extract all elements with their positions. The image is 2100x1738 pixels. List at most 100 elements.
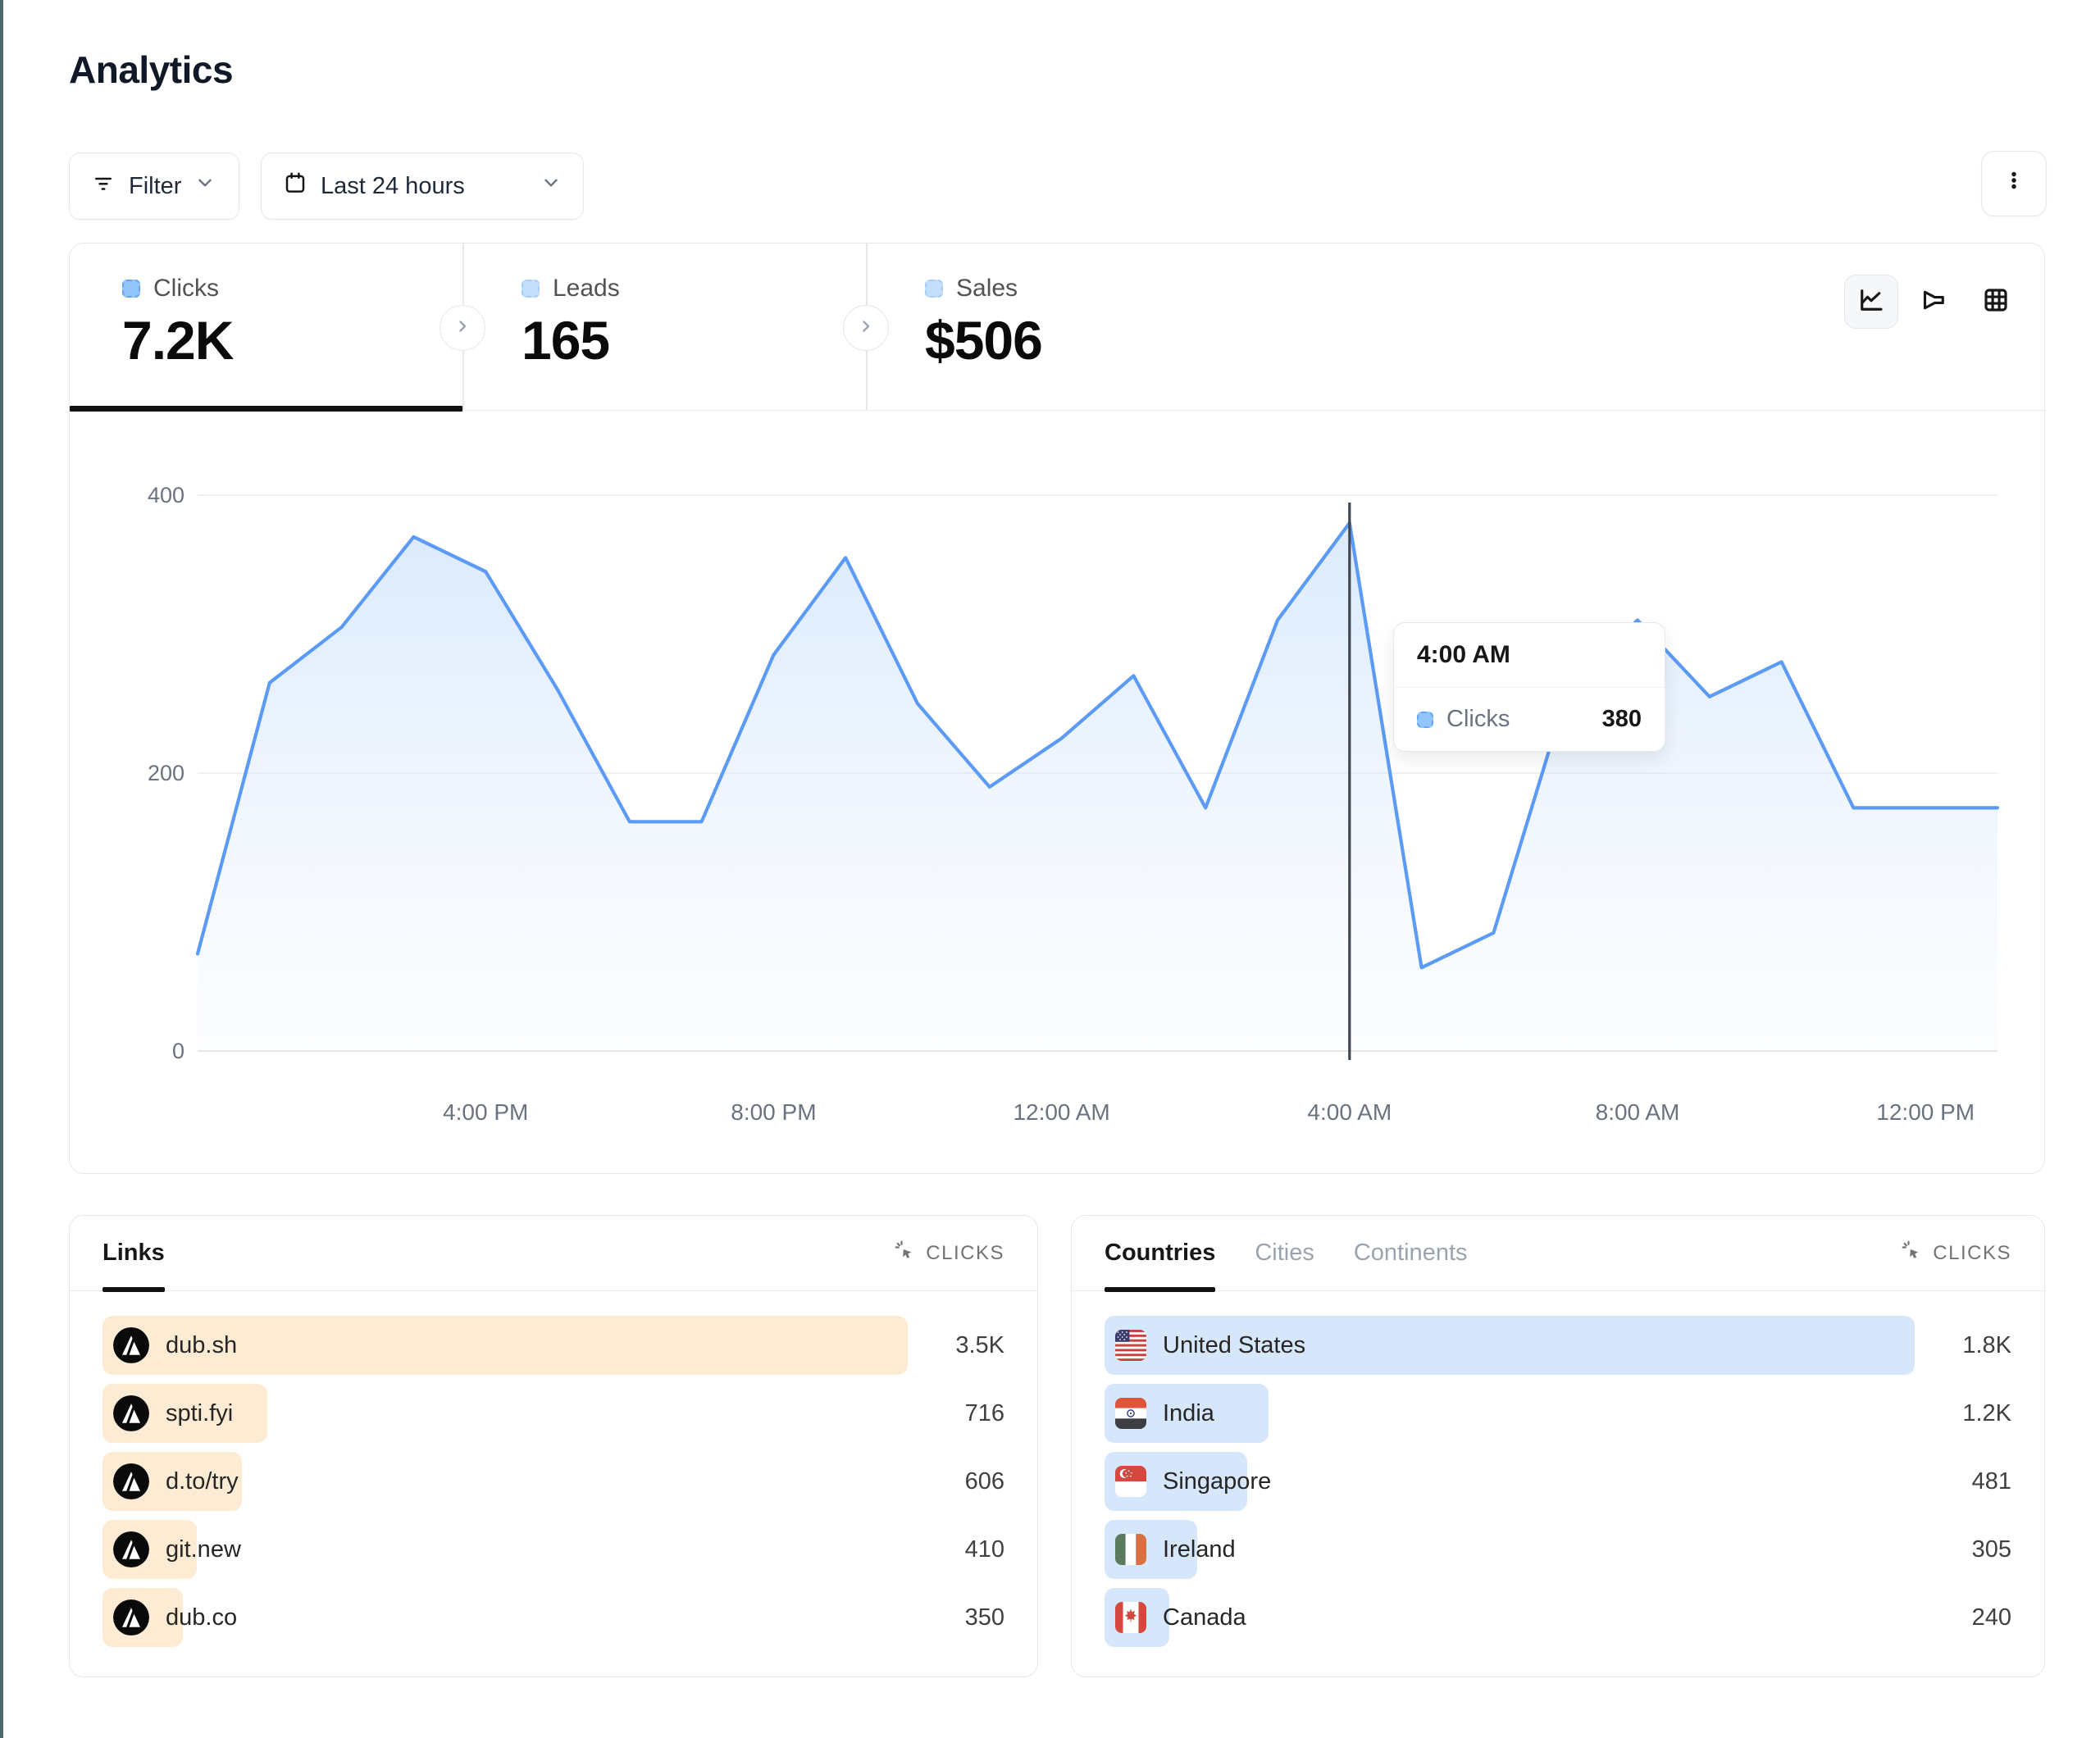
country-row[interactable]: Ireland 305 [1105, 1520, 2011, 1579]
tab-label: Cities [1255, 1240, 1314, 1266]
tab-links[interactable]: Links [102, 1216, 165, 1292]
link-bar [102, 1316, 908, 1375]
tooltip-legend-swatch [1417, 711, 1433, 728]
leads-legend-swatch [522, 280, 540, 298]
link-row[interactable]: dub.sh 3.5K [102, 1316, 1004, 1375]
country-row[interactable]: Singapore 481 [1105, 1452, 2011, 1511]
dub-logo-icon [113, 1327, 149, 1363]
active-tab-underline [70, 406, 462, 412]
link-row[interactable]: dub.co 350 [102, 1588, 1004, 1647]
stats-row: Clicks 7.2K Leads 165 Sales $506 [70, 243, 2044, 412]
links-panel-header: Links CLICKS [70, 1216, 1037, 1292]
filter-button-label: Filter [129, 172, 182, 199]
country-name: Singapore [1163, 1467, 1272, 1495]
cursor-click-icon [1900, 1239, 1923, 1267]
analytics-card: Clicks 7.2K Leads 165 Sales $506 [69, 243, 2045, 1174]
cursor-click-icon [893, 1239, 916, 1267]
funnel-chart-icon [1919, 285, 1948, 319]
country-clicks-value: 305 [1971, 1536, 2011, 1563]
link-name: dub.co [166, 1604, 238, 1631]
filter-icon [91, 171, 116, 202]
table-view-button[interactable] [1969, 275, 2023, 329]
tooltip-value: 380 [1601, 706, 1642, 732]
flag-icon-sg [1115, 1466, 1146, 1497]
link-clicks-value: 716 [964, 1399, 1004, 1426]
link-row[interactable]: spti.fyi 716 [102, 1384, 1004, 1443]
tab-sales[interactable]: Sales $506 [866, 243, 1358, 411]
country-name: Canada [1163, 1604, 1246, 1631]
line-chart-view-button[interactable] [1844, 275, 1898, 329]
y-axis-tick-label: 0 [172, 1039, 184, 1063]
country-clicks-value: 1.8K [1962, 1331, 2011, 1358]
chevron-down-icon [540, 172, 562, 200]
countries-list: United States 1.8K India 1.2K Singapore … [1072, 1291, 2044, 1647]
chart-type-switcher [1844, 275, 2023, 329]
tab-clicks[interactable]: Clicks 7.2K [70, 243, 462, 411]
y-axis-tick-label: 400 [148, 483, 184, 507]
link-row[interactable]: d.to/try 606 [102, 1452, 1004, 1511]
dub-logo-icon [113, 1599, 149, 1636]
links-metric-selector[interactable]: CLICKS [893, 1239, 1004, 1267]
country-name: Ireland [1163, 1536, 1236, 1563]
stat-label: Leads [553, 275, 620, 302]
tab-countries[interactable]: Countries [1105, 1216, 1216, 1292]
tab-leads[interactable]: Leads 165 [462, 243, 866, 411]
clicks-legend-swatch [122, 280, 140, 298]
tab-label: Countries [1105, 1240, 1216, 1266]
active-tab-underline [1105, 1287, 1216, 1292]
country-bar [1105, 1316, 1915, 1375]
countries-metric-label: CLICKS [1933, 1241, 2011, 1264]
chevron-right-icon [856, 316, 876, 340]
sales-legend-swatch [925, 280, 943, 298]
link-clicks-value: 3.5K [955, 1331, 1004, 1358]
countries-metric-selector[interactable]: CLICKS [1900, 1239, 2011, 1267]
tab-continents[interactable]: Continents [1354, 1216, 1468, 1290]
country-name: United States [1163, 1331, 1306, 1358]
tab-links-label: Links [102, 1240, 165, 1266]
flag-icon-in [1115, 1398, 1146, 1429]
chevron-down-icon [194, 172, 216, 200]
x-axis-tick-label: 4:00 PM [443, 1099, 528, 1125]
x-axis-tick-label: 8:00 PM [731, 1099, 816, 1125]
leads-value: 165 [522, 310, 610, 371]
flag-icon-ie [1115, 1534, 1146, 1565]
links-panel: Links CLICKS dub.sh 3.5K [69, 1215, 1038, 1677]
dub-logo-icon [113, 1395, 149, 1431]
country-clicks-value: 240 [1971, 1604, 2011, 1631]
date-range-button[interactable]: Last 24 hours [261, 152, 584, 220]
chart-area-fill [198, 522, 1998, 1051]
date-range-label: Last 24 hours [321, 172, 465, 199]
country-row[interactable]: United States 1.8K [1105, 1316, 2011, 1375]
left-edge-accent-strip [0, 0, 3, 1738]
country-row[interactable]: Canada 240 [1105, 1588, 2011, 1647]
next-metric-button[interactable] [440, 305, 485, 351]
flag-icon-ca [1115, 1602, 1146, 1633]
x-axis-tick-label: 4:00 AM [1307, 1099, 1392, 1125]
filter-button[interactable]: Filter [69, 152, 239, 220]
tab-label: Continents [1353, 1240, 1468, 1266]
funnel-view-button[interactable] [1906, 275, 1961, 329]
countries-panel: Countries Cities Continents CLICKS United … [1071, 1215, 2045, 1677]
countries-panel-header: Countries Cities Continents CLICKS [1072, 1216, 2044, 1292]
tab-cities[interactable]: Cities [1255, 1216, 1314, 1290]
more-options-button[interactable] [1981, 151, 2047, 216]
link-row[interactable]: git.new 410 [102, 1520, 1004, 1579]
country-clicks-value: 1.2K [1962, 1399, 2011, 1426]
chart-line [195, 521, 2000, 970]
clicks-area-chart[interactable]: 0 200 400 4:00 PM 8:00 PM 12:00 AM 4:00 AM 8:00… [70, 411, 2046, 1158]
link-clicks-value: 606 [964, 1467, 1004, 1495]
country-row[interactable]: India 1.2K [1105, 1384, 2011, 1443]
x-axis-tick-label: 8:00 AM [1596, 1099, 1680, 1125]
tooltip-series-label: Clicks [1446, 706, 1510, 732]
x-axis-tick-label: 12:00 PM [1876, 1099, 1975, 1125]
links-metric-label: CLICKS [926, 1241, 1004, 1264]
kebab-menu-icon [2002, 168, 2026, 199]
next-metric-button[interactable] [843, 305, 889, 351]
calendar-icon [283, 171, 307, 202]
table-grid-icon [1981, 285, 2011, 319]
link-name: git.new [166, 1536, 241, 1563]
sales-value: $506 [925, 310, 1043, 371]
links-list: dub.sh 3.5K spti.fyi 716 d.to/try [70, 1291, 1037, 1647]
link-name: spti.fyi [166, 1399, 234, 1426]
chart-tooltip: 4:00 AM Clicks 380 [1393, 622, 1665, 752]
